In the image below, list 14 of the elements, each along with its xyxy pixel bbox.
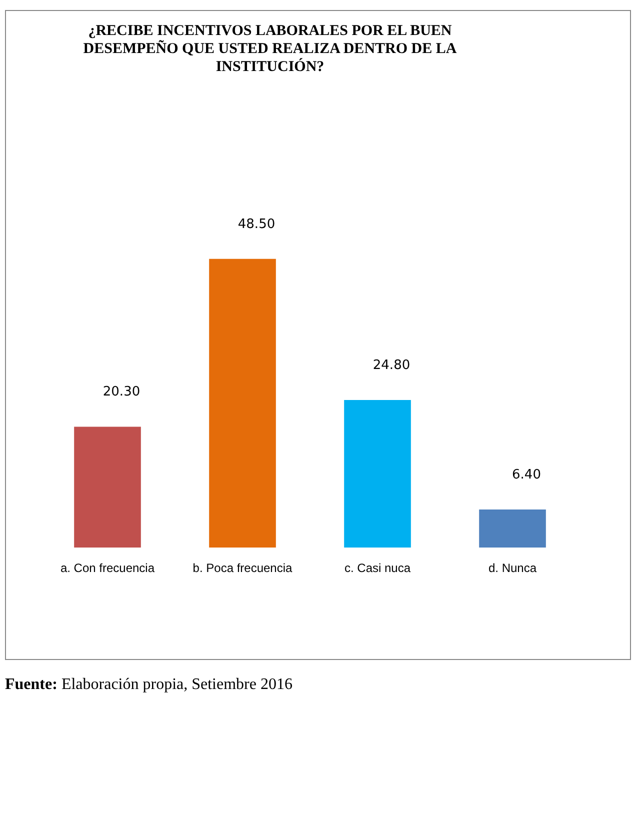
x-tick-label: c. Casi nuca <box>344 561 411 576</box>
bar <box>209 258 276 548</box>
x-tick-label: d. Nunca <box>488 561 537 576</box>
bar <box>479 510 546 548</box>
data-label: 20.30 <box>102 384 140 400</box>
bar <box>74 426 141 548</box>
x-tick-label: b. Poca frecuencia <box>192 561 293 576</box>
x-tick-label: a. Con frecuencia <box>60 561 155 576</box>
data-label: 48.50 <box>238 216 276 232</box>
data-label: 6.40 <box>512 467 541 482</box>
bar <box>344 400 411 548</box>
data-label: 24.80 <box>372 358 410 373</box>
source-note: Fuente: Elaboración propia, Setiembre 2016 <box>5 676 292 694</box>
chart-title: ¿RECIBE INCENTIVOS LABORALES POR EL BUEN DESEMPEÑO QUE USTED REALIZA DENTRO DE LA INSTITUCIÓN? <box>82 22 458 76</box>
